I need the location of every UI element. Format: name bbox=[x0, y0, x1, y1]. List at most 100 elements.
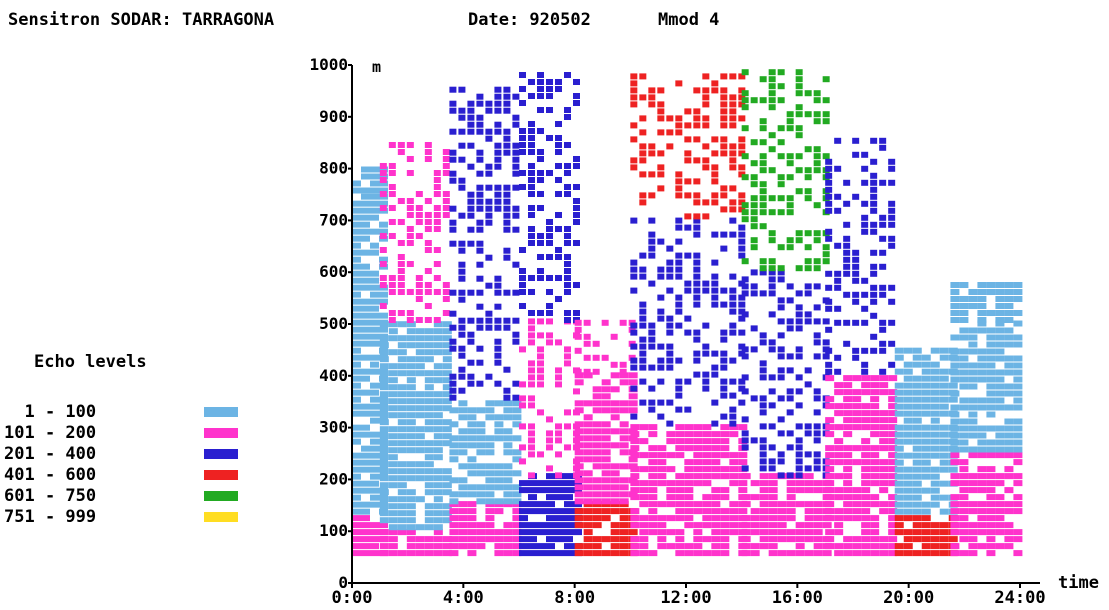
echo-cell bbox=[564, 494, 573, 501]
echo-cell bbox=[458, 400, 468, 407]
echo-cell bbox=[564, 310, 571, 316]
echo-cell bbox=[968, 334, 978, 341]
echo-cell bbox=[449, 240, 457, 247]
echo-cell bbox=[995, 383, 1005, 390]
y-axis-label: m bbox=[372, 58, 381, 76]
echo-cell bbox=[648, 459, 658, 466]
echo-cell bbox=[433, 482, 443, 489]
echo-cell bbox=[379, 370, 389, 377]
echo-cell bbox=[759, 139, 767, 146]
echo-cell bbox=[959, 466, 969, 473]
echo-cell bbox=[537, 177, 544, 183]
echo-cell bbox=[415, 212, 423, 218]
echo-cell bbox=[449, 498, 459, 505]
echo-cell bbox=[639, 424, 649, 431]
echo-cell bbox=[825, 424, 835, 431]
echo-cell bbox=[729, 431, 739, 438]
echo-cell bbox=[494, 93, 502, 100]
echo-cell bbox=[693, 350, 701, 357]
echo-cell bbox=[720, 206, 728, 213]
echo-cell bbox=[693, 87, 701, 94]
echo-cell bbox=[822, 339, 830, 346]
echo-cell bbox=[894, 501, 904, 508]
echo-cell bbox=[583, 456, 593, 463]
echo-cell bbox=[729, 480, 739, 487]
echo-cell bbox=[750, 395, 758, 402]
echo-cell bbox=[912, 361, 922, 368]
echo-cell bbox=[995, 296, 1005, 302]
echo-cell bbox=[630, 494, 640, 501]
echo-cell bbox=[442, 503, 452, 510]
echo-cell bbox=[930, 375, 940, 382]
echo-cell bbox=[729, 143, 737, 150]
echo-cell bbox=[583, 372, 593, 379]
echo-cell bbox=[564, 275, 571, 281]
echo-cell bbox=[657, 185, 665, 192]
echo-cell bbox=[813, 237, 821, 244]
echo-cell bbox=[528, 332, 535, 339]
echo-cell bbox=[684, 224, 692, 231]
echo-cell bbox=[528, 135, 535, 141]
echo-cell bbox=[476, 184, 484, 191]
echo-cell bbox=[861, 550, 871, 557]
echo-cell bbox=[519, 268, 526, 274]
echo-cell bbox=[768, 473, 778, 480]
echo-cell bbox=[442, 149, 450, 155]
echo-cell bbox=[843, 452, 853, 459]
echo-cell bbox=[485, 107, 493, 114]
echo-cell bbox=[630, 343, 638, 350]
echo-cell bbox=[528, 487, 537, 494]
echo-cell bbox=[458, 515, 468, 522]
echo-cell bbox=[449, 536, 459, 543]
echo-cell bbox=[449, 442, 459, 449]
echo-cell bbox=[702, 501, 712, 508]
echo-cell bbox=[503, 484, 513, 491]
echo-cell bbox=[977, 317, 987, 323]
echo-cell bbox=[1013, 425, 1023, 432]
echo-cell bbox=[950, 473, 960, 480]
echo-cell bbox=[948, 396, 958, 403]
echo-cell bbox=[930, 550, 940, 557]
echo-cell bbox=[795, 104, 803, 111]
echo-cell bbox=[879, 179, 887, 186]
echo-cell bbox=[729, 157, 737, 164]
echo-cell bbox=[415, 370, 425, 377]
echo-cell bbox=[574, 463, 584, 470]
echo-cell bbox=[968, 550, 978, 557]
echo-cell bbox=[564, 501, 573, 508]
echo-cell bbox=[388, 384, 398, 391]
echo-cell bbox=[959, 327, 969, 334]
echo-cell bbox=[564, 423, 571, 430]
echo-cell bbox=[711, 445, 721, 452]
echo-cell bbox=[433, 177, 441, 183]
echo-cell bbox=[879, 445, 889, 452]
echo-cell bbox=[433, 170, 441, 176]
echo-cell bbox=[995, 452, 1005, 459]
echo-cell bbox=[388, 433, 398, 440]
echo-cell bbox=[442, 426, 452, 433]
echo-cell bbox=[433, 261, 441, 267]
echo-cell bbox=[950, 480, 960, 487]
echo-cell bbox=[442, 482, 452, 489]
echo-cell bbox=[930, 445, 940, 452]
echo-cell bbox=[834, 438, 844, 445]
echo-cell bbox=[684, 378, 692, 385]
echo-cell bbox=[852, 424, 862, 431]
echo-cell bbox=[675, 273, 683, 280]
echo-cell bbox=[1004, 327, 1014, 334]
echo-cell bbox=[666, 438, 676, 445]
echo-cell bbox=[583, 543, 593, 550]
echo-cell bbox=[939, 550, 949, 557]
echo-cell bbox=[702, 94, 710, 101]
echo-cell bbox=[750, 543, 760, 550]
echo-cell bbox=[458, 373, 466, 380]
echo-cell bbox=[1004, 425, 1014, 432]
echo-cell bbox=[995, 320, 1005, 327]
echo-cell bbox=[512, 121, 520, 128]
echo-cell bbox=[959, 362, 969, 369]
echo-cell bbox=[388, 496, 398, 503]
echo-cell bbox=[750, 195, 758, 202]
echo-cell bbox=[995, 355, 1005, 362]
echo-cell bbox=[843, 459, 853, 466]
echo-cell bbox=[352, 389, 361, 396]
